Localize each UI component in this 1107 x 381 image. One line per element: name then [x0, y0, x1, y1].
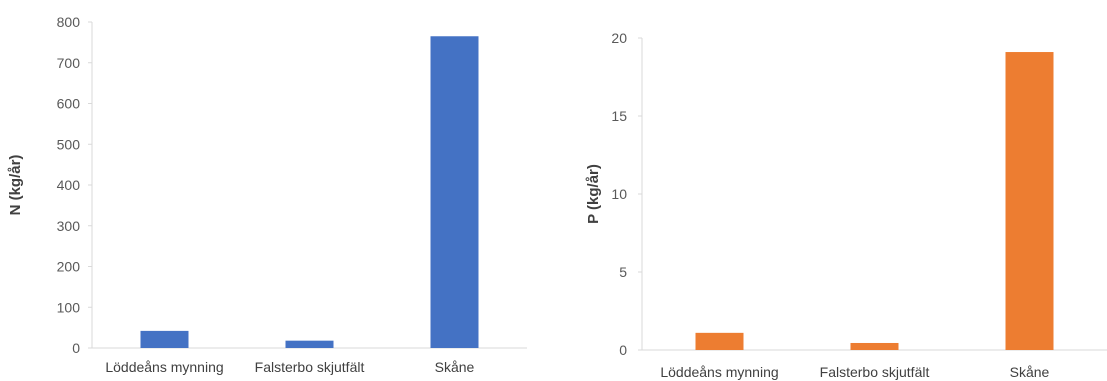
n-y-tick-label: 200 [57, 259, 81, 275]
n-bar-1 [140, 330, 189, 348]
n-bar-2 [285, 340, 334, 348]
p-y-tick-label: 20 [611, 30, 627, 46]
n-y-tick-label: 700 [57, 55, 81, 71]
nitrogen-chart: 0 100 200 300 400 500 600 700 800 N (kg/år) Löddeå… [7, 14, 527, 375]
p-y-tick-label: 0 [619, 342, 627, 358]
p-y-tick-label: 10 [611, 186, 627, 202]
p-y-axis-title: P (kg/år) [585, 164, 602, 224]
phosphorus-chart: 0 5 10 15 20 P (kg/år) Löddeåns mynning Falster… [585, 30, 1107, 380]
p-category-label: Skåne [1010, 364, 1050, 380]
n-y-tick-label: 800 [57, 14, 81, 30]
n-category-label: Löddeåns mynning [105, 359, 223, 375]
n-y-axis-title: N (kg/år) [7, 155, 24, 216]
p-bar-1 [695, 332, 744, 350]
n-bar-3 [430, 36, 479, 348]
n-y-tick-label: 100 [57, 299, 81, 315]
n-y-tick-label: 400 [57, 177, 81, 193]
n-y-tick-label: 600 [57, 96, 81, 112]
n-y-tick-label: 500 [57, 136, 81, 152]
p-category-label: Löddeåns mynning [660, 364, 778, 380]
p-bar-2 [850, 342, 899, 350]
n-y-tick-label: 0 [72, 340, 80, 356]
p-category-label: Falsterbo skjutfält [820, 364, 930, 380]
n-category-label: Skåne [435, 359, 475, 375]
n-category-label: Falsterbo skjutfält [255, 359, 365, 375]
p-y-tick-label: 15 [611, 108, 627, 124]
n-y-tick-label: 300 [57, 218, 81, 234]
p-y-tick-label: 5 [619, 264, 627, 280]
p-bar-3 [1005, 52, 1054, 350]
